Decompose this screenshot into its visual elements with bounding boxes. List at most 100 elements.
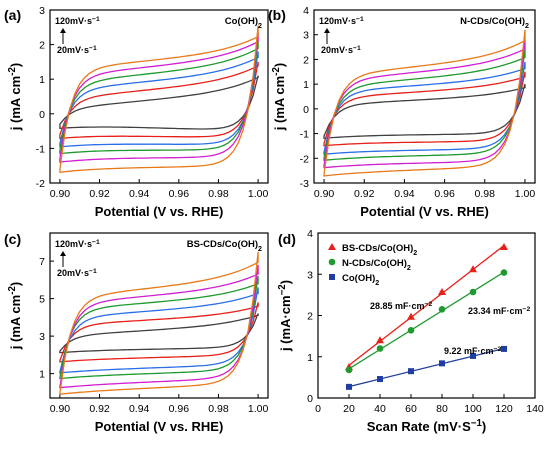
superscript: −1 <box>353 45 361 52</box>
y-tick-label: 0 <box>39 109 45 121</box>
data-point <box>438 306 446 313</box>
y-tick-label: 4 <box>303 5 309 17</box>
text-part: 120mV·s <box>319 16 356 26</box>
x-tick-label: 100 <box>464 403 482 415</box>
cv-curve-60 <box>59 287 259 374</box>
y-tick-label: -1 <box>300 129 309 141</box>
text-part: ) <box>8 282 23 286</box>
data-point <box>408 368 414 375</box>
annotation-120: 120mV·s−1 <box>55 239 100 250</box>
cv-curve-100 <box>323 39 526 169</box>
superscript: −1 <box>89 45 97 52</box>
annotation-120: 120mV·s−1 <box>55 16 100 27</box>
x-tick-label: 0 <box>315 403 321 415</box>
text-part: ) <box>8 63 23 67</box>
panel-label: (a) <box>4 7 21 23</box>
x-tick-label: 0.94 <box>394 188 415 200</box>
fit-line <box>348 271 505 370</box>
annotation-120: 120mV·s−1 <box>319 16 364 27</box>
panel-label: (d) <box>278 231 296 247</box>
subscript: 2 <box>525 22 529 30</box>
slope-label: 23.34 mF·cm−2 <box>468 306 530 317</box>
y-tick-label: 3 <box>39 331 45 343</box>
panel-title: N-CDs/Co(OH)2 <box>460 16 529 30</box>
superscript: −2 <box>425 301 433 308</box>
superscript: −1 <box>92 16 100 23</box>
cv-curve-120 <box>59 25 259 174</box>
y-tick-label: 0 <box>307 393 313 405</box>
data-point <box>376 336 384 344</box>
superscript: −1 <box>92 239 100 246</box>
x-tick-label: 0.96 <box>434 188 455 200</box>
text-part: BS-CDs/Co(OH) <box>342 243 413 254</box>
x-tick-label: 1.00 <box>248 403 269 415</box>
slope-label: 9.22 mF·cm−2 <box>444 346 501 357</box>
fit-line <box>348 347 505 388</box>
data-point <box>407 327 415 334</box>
data-point <box>501 345 507 352</box>
x-tick-label: 0.96 <box>169 403 190 415</box>
text-part: j (mA cm <box>272 76 287 131</box>
y-tick-label: 3 <box>303 30 309 42</box>
superscript: -2 <box>7 286 18 295</box>
x-tick-label: 20 <box>343 403 355 415</box>
superscript: −2 <box>523 306 531 313</box>
x-tick-label: 120 <box>495 403 513 415</box>
subscript: 2 <box>258 22 262 30</box>
x-tick-label: 60 <box>405 403 417 415</box>
data-point <box>439 360 445 367</box>
text-part: Scan Rate (mV·S <box>367 419 471 434</box>
subscript: 2 <box>375 279 379 287</box>
cv-curve-80 <box>59 276 259 380</box>
data-point <box>345 366 353 374</box>
cv-curve-120 <box>59 251 259 395</box>
y-tick-label: 2 <box>307 311 313 323</box>
panel-label: (c) <box>4 231 21 247</box>
fit-line <box>348 245 505 366</box>
text-part: BS-CDs/Co(OH) <box>187 239 258 250</box>
x-axis-label: Potential (V vs. RHE) <box>95 204 224 219</box>
text-part: ) <box>278 280 293 284</box>
y-axis-label: j (mA cm-2) <box>271 63 288 131</box>
y-tick-label: 0 <box>303 104 309 116</box>
y-tick-label: 1 <box>307 352 313 364</box>
y-axis-label: j (mA·cm−2) <box>277 280 294 352</box>
x-tick-label: 1.00 <box>515 188 536 200</box>
text-part: j (mA cm <box>8 295 23 350</box>
cv-curve-40 <box>323 71 526 147</box>
cv-curve-60 <box>323 61 526 155</box>
x-tick-label: 0.98 <box>208 188 229 200</box>
y-tick-label: -2 <box>36 178 45 190</box>
text-part: j (mA·cm <box>278 295 293 352</box>
superscript: −1 <box>356 16 364 23</box>
y-tick-label: 7 <box>39 256 45 268</box>
x-tick-label: 0.98 <box>475 188 496 200</box>
arrow-head <box>60 28 66 33</box>
superscript: -2 <box>7 67 18 76</box>
superscript: −2 <box>277 284 288 296</box>
text-part: 20mV·s <box>57 268 89 278</box>
legend-marker <box>328 258 336 266</box>
legend-label: Co(OH)2 <box>342 273 379 287</box>
superscript: −1 <box>471 418 483 429</box>
annotation-20: 20mV·s−1 <box>57 45 97 56</box>
x-tick-label: 0.98 <box>208 403 229 415</box>
cv-curve-40 <box>59 61 259 140</box>
x-tick-label: 0.92 <box>89 188 110 200</box>
x-tick-label: 0.90 <box>50 188 71 200</box>
x-tick-label: 80 <box>436 403 448 415</box>
y-tick-label: 4 <box>307 228 313 240</box>
text-part: ) <box>482 419 486 434</box>
cv-curve-60 <box>59 51 259 148</box>
text-part: 20mV·s <box>321 45 353 55</box>
cv-curve-20 <box>59 75 259 130</box>
cv-curve-20 <box>59 313 259 354</box>
text-part: 120mV·s <box>55 239 92 249</box>
x-tick-label: 0.90 <box>314 188 335 200</box>
arrow-head <box>324 28 330 33</box>
subscript: 2 <box>413 249 417 257</box>
text-part: Co(OH) <box>225 16 258 27</box>
text-part: N-CDs/Co(OH) <box>342 258 407 269</box>
plot-frame <box>313 9 536 184</box>
text-part: ) <box>272 63 287 67</box>
